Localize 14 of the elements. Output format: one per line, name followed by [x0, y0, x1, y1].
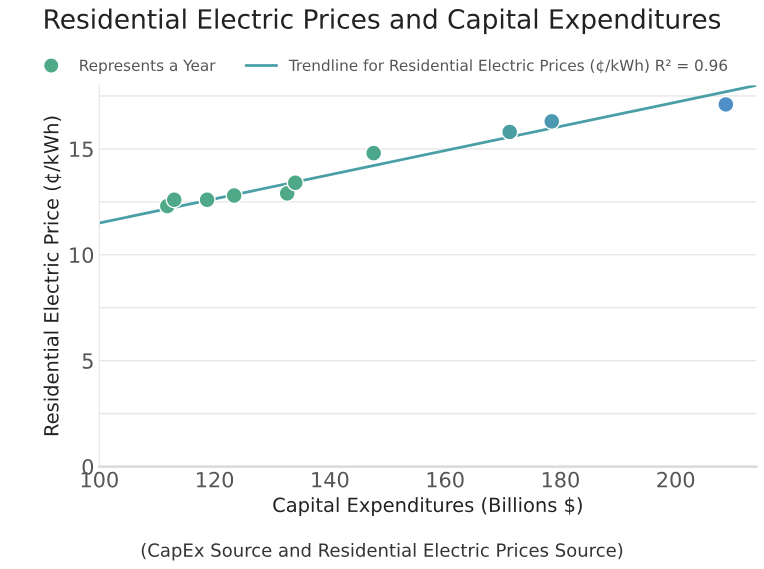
x-tick-label: 120: [196, 472, 234, 488]
y-tick-label: 10: [70, 247, 94, 263]
x-tick-label: 180: [542, 472, 579, 488]
x-tick-label: 200: [657, 472, 694, 488]
text: (CapEx Source and Residential Electric Prices Source): [142, 542, 622, 560]
y-tick-label: 15: [70, 142, 93, 158]
legend-label: Represents a Year: [80, 60, 216, 74]
y-tick-label: 5: [82, 353, 93, 369]
legend-label: Trendline for Residential Electric Prices (¢/kWh) R² = 0.96: [288, 59, 728, 74]
x-tick-label: 160: [428, 472, 464, 488]
x-tick-label: 140: [312, 472, 348, 488]
chart-title: Residential Electric Prices and Capital Expenditures: [45, 8, 720, 34]
y-axis-title: Residential Electric Price (¢/kWh): [44, 116, 62, 436]
x-axis-title: Capital Expenditures (Billions $): [273, 497, 582, 516]
